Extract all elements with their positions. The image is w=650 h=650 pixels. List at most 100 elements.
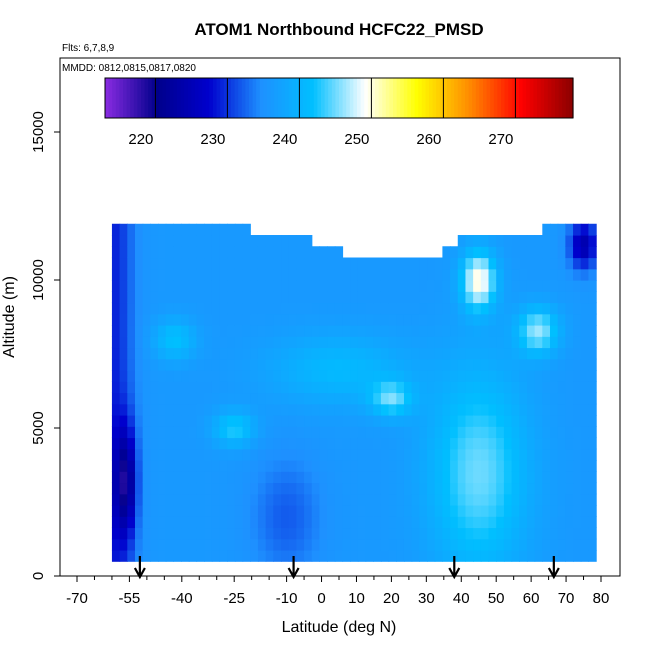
field-cell: [327, 313, 336, 326]
colorbar-swatch: [119, 78, 124, 118]
field-cell: [334, 414, 344, 427]
x-tick-label: 0: [317, 590, 325, 607]
field-cell: [158, 504, 167, 517]
colorbar-tick-label: 250: [344, 131, 369, 148]
field-cell: [496, 549, 505, 562]
field-cell: [334, 369, 344, 382]
field-cell: [142, 538, 151, 551]
field-cell: [296, 403, 305, 416]
field-cell: [473, 538, 482, 551]
field-cell: [204, 302, 213, 315]
field-cell: [427, 426, 436, 439]
field-cell: [296, 381, 305, 394]
field-cell: [488, 538, 497, 551]
field-cell: [396, 280, 405, 292]
field-cell: [181, 257, 190, 270]
field-cell: [519, 302, 528, 315]
field-cell: [573, 448, 582, 461]
field-cell: [588, 302, 597, 315]
field-cell: [580, 302, 590, 315]
field-cell: [496, 280, 505, 292]
field-cell: [557, 291, 566, 304]
field-cell: [219, 347, 228, 360]
field-cell: [450, 291, 459, 304]
field-cell: [480, 448, 490, 461]
field-cell: [158, 414, 167, 427]
field-cell: [573, 459, 582, 472]
field-cell: [403, 324, 413, 337]
field-cell: [311, 257, 321, 270]
colorbar-swatch: [263, 78, 268, 118]
field-cell: [450, 527, 459, 540]
field-cell: [427, 403, 436, 416]
field-cell: [111, 347, 121, 360]
field-cell: [380, 414, 390, 427]
field-cell: [242, 268, 251, 281]
field-cell: [204, 392, 213, 405]
field-cell: [511, 257, 520, 270]
field-cell: [457, 313, 467, 326]
x-tick-label: -55: [119, 590, 141, 607]
colorbar-swatch: [396, 78, 401, 118]
field-cell: [519, 280, 528, 292]
field-cell: [373, 471, 382, 484]
field-cell: [342, 392, 351, 405]
field-cell: [388, 538, 397, 551]
colorbar-swatch: [529, 78, 534, 118]
colorbar-swatch: [367, 78, 372, 118]
field-cell: [588, 280, 597, 292]
y-tick-label: 15000: [30, 111, 47, 153]
field-cell: [165, 358, 175, 371]
colorbar-swatch: [555, 78, 560, 118]
field-cell: [357, 493, 367, 506]
field-cell: [111, 549, 121, 562]
field-cell: [119, 369, 128, 382]
field-cell: [565, 358, 574, 371]
field-cell: [227, 403, 236, 416]
field-cell: [119, 527, 128, 540]
field-cell: [188, 448, 198, 461]
field-cell: [465, 381, 474, 394]
field-cell: [411, 302, 420, 315]
field-cell: [480, 313, 490, 326]
field-cell: [311, 437, 321, 450]
field-cell: [327, 268, 336, 281]
field-cell: [403, 302, 413, 315]
field-cell: [227, 538, 236, 551]
field-cell: [365, 347, 374, 360]
field-cell: [550, 482, 559, 495]
field-cell: [403, 527, 413, 540]
field-cell: [273, 471, 282, 484]
field-cell: [357, 448, 367, 461]
field-cell: [204, 246, 213, 259]
field-cell: [165, 291, 175, 304]
field-cell: [257, 527, 267, 540]
field-cell: [465, 313, 474, 326]
field-cell: [434, 369, 444, 382]
field-cell: [111, 324, 121, 337]
field-cell: [211, 268, 221, 281]
colorbar-swatch: [360, 78, 365, 118]
field-cell: [365, 471, 374, 484]
field-cell: [526, 268, 536, 281]
colorbar-swatch: [285, 78, 290, 118]
field-cell: [427, 459, 436, 472]
field-cell: [319, 516, 328, 529]
field-cell: [134, 527, 144, 540]
field-cell: [250, 459, 259, 472]
field-cell: [119, 246, 128, 259]
field-cell: [503, 291, 513, 304]
field-cell: [250, 392, 259, 405]
x-tick-label: -25: [223, 590, 245, 607]
field-cell: [534, 448, 543, 461]
field-cell: [580, 448, 590, 461]
field-cell: [434, 437, 444, 450]
field-cell: [588, 549, 597, 562]
field-cell: [473, 448, 482, 461]
field-cell: [281, 324, 290, 337]
x-tick-label: 80: [593, 590, 610, 607]
field-cell: [296, 459, 305, 472]
field-cell: [327, 246, 336, 259]
field-cell: [388, 414, 397, 427]
field-cell: [181, 246, 190, 259]
